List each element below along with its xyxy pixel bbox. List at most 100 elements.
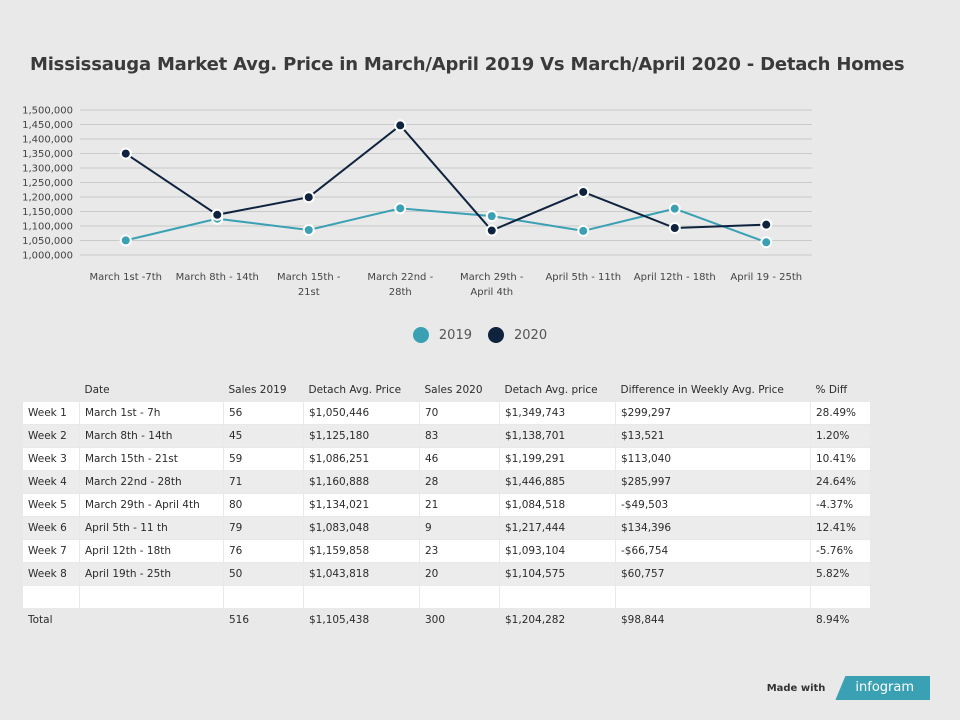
price-table: Date Sales 2019 Detach Avg. Price Sales … <box>22 379 871 632</box>
legend-item-2019[interactable]: 2019 <box>412 327 472 343</box>
infogram-logo[interactable]: infogram <box>835 676 930 700</box>
legend-label-2020: 2020 <box>514 327 548 343</box>
y-tick-label: 1,250,000 <box>22 178 73 189</box>
table-cell: Week 4 <box>22 470 80 494</box>
legend-dot-2020-icon <box>488 327 504 343</box>
table-cell: $1,043,818 <box>303 562 420 586</box>
table-cell: 1.20% <box>810 424 871 448</box>
table-cell: 9 <box>419 516 500 540</box>
data-point-2019[interactable] <box>760 236 773 249</box>
table-cell: April 5th - 11 th <box>79 516 224 540</box>
table-cell: $1,105,438 <box>309 614 370 626</box>
table-cell: $98,844 <box>621 614 665 626</box>
table-header-cell: Difference in Weekly Avg. Price <box>620 384 784 396</box>
table-header-cell: Sales 2020 <box>424 384 483 396</box>
table-cell <box>22 585 80 609</box>
table-row: Week 1 March 1st - 7h 56 $1,050,446 70 $1,349… <box>22 401 871 425</box>
table-row: Week 6 April 5th - 11 th 79 $1,083,048 9 $1,2… <box>22 516 871 540</box>
table-cell: $1,084,518 <box>499 493 616 517</box>
y-tick-label: 1,100,000 <box>22 222 73 233</box>
y-tick-label: 1,450,000 <box>22 120 73 131</box>
data-point-2019[interactable] <box>485 210 498 223</box>
table-cell: $1,104,575 <box>499 562 616 586</box>
table-cell <box>499 585 616 609</box>
table-cell: 83 <box>419 424 500 448</box>
table-cell: $1,349,743 <box>499 401 616 425</box>
table-cell: 23 <box>419 539 500 563</box>
x-tick-label: March 1st -7th <box>89 272 162 283</box>
table-cell: $1,159,858 <box>303 539 420 563</box>
table-cell: Week 2 <box>22 424 80 448</box>
table-cell: 28.49% <box>810 401 871 425</box>
data-point-2020[interactable] <box>577 185 590 198</box>
table-header-cell: Detach Avg. Price <box>308 384 402 396</box>
y-tick-label: 1,050,000 <box>22 236 73 247</box>
data-point-2019[interactable] <box>668 202 681 215</box>
table-cell: Total <box>28 614 53 626</box>
table-cell: 56 <box>223 401 304 425</box>
table-cell <box>79 585 224 609</box>
table-cell <box>80 609 224 632</box>
table-cell: Week 7 <box>22 539 80 563</box>
x-tick-label: April 19 - 25th <box>730 272 802 283</box>
legend-item-2020[interactable]: 2020 <box>488 327 547 343</box>
chart-title: Mississauga Market Avg. Price in March/A… <box>30 54 905 75</box>
data-point-2020[interactable] <box>668 221 681 234</box>
table-cell <box>615 585 811 609</box>
table-row-empty <box>22 585 871 609</box>
table-cell: 76 <box>223 539 304 563</box>
table-cell: 8.94% <box>816 614 850 626</box>
table-cell: 70 <box>419 401 500 425</box>
table-cell: March 8th - 14th <box>79 424 224 448</box>
table-cell: -$66,754 <box>615 539 811 563</box>
table-cell: March 22nd - 28th <box>79 470 224 494</box>
table-cell: 80 <box>223 493 304 517</box>
table-cell: March 15th - 21st <box>79 447 224 471</box>
table-cell: $1,125,180 <box>303 424 420 448</box>
x-tick-label: March 15th -21st <box>277 272 341 298</box>
y-tick-label: 1,150,000 <box>22 207 73 218</box>
data-point-2020[interactable] <box>394 119 407 132</box>
data-point-2020[interactable] <box>119 147 132 160</box>
table-cell <box>303 585 420 609</box>
table-cell: 59 <box>223 447 304 471</box>
table-cell: 50 <box>223 562 304 586</box>
table-cell: 21 <box>419 493 500 517</box>
data-point-2020[interactable] <box>485 224 498 237</box>
table-cell: $1,204,282 <box>505 614 566 626</box>
legend-dot-2019-icon <box>412 327 429 343</box>
table-cell: 46 <box>419 447 500 471</box>
table-cell: 20 <box>419 562 500 586</box>
data-point-2020[interactable] <box>760 218 773 231</box>
table-cell: $13,521 <box>615 424 811 448</box>
table-cell: $1,093,104 <box>499 539 616 563</box>
series-line-2019 <box>125 207 767 244</box>
made-with-label: Made with <box>766 682 826 694</box>
table-header-cell <box>23 379 80 402</box>
table-cell: April 12th - 18th <box>79 539 224 563</box>
table-cell: 24.64% <box>810 470 871 494</box>
table-cell: $1,138,701 <box>499 424 616 448</box>
table-cell: Week 5 <box>22 493 80 517</box>
data-point-2020[interactable] <box>302 191 315 204</box>
table-cell: Week 6 <box>22 516 80 540</box>
data-point-2020[interactable] <box>211 208 224 221</box>
table-cell: March 29th - April 4th <box>79 493 224 517</box>
table-cell: April 19th - 25th <box>79 562 224 586</box>
data-point-2019[interactable] <box>119 234 132 247</box>
y-tick-label: 1,200,000 <box>22 193 73 204</box>
table-header-cell: % Diff <box>815 384 848 396</box>
table-cell: 45 <box>223 424 304 448</box>
table-header-cell: Date <box>84 384 110 396</box>
table-cell <box>810 585 871 609</box>
table-cell: $113,040 <box>615 447 811 471</box>
table-cell: 300 <box>425 614 446 626</box>
table-cell: $1,086,251 <box>303 447 420 471</box>
data-point-2019[interactable] <box>394 202 407 215</box>
x-tick-label: March 22nd -28th <box>367 272 433 298</box>
data-point-2019[interactable] <box>302 223 315 236</box>
table-cell: $299,297 <box>615 401 811 425</box>
table-cell: $1,199,291 <box>499 447 616 471</box>
table-row: Week 4 March 22nd - 28th 71 $1,160,888 28 $1,… <box>22 470 871 494</box>
data-point-2019[interactable] <box>577 224 590 237</box>
